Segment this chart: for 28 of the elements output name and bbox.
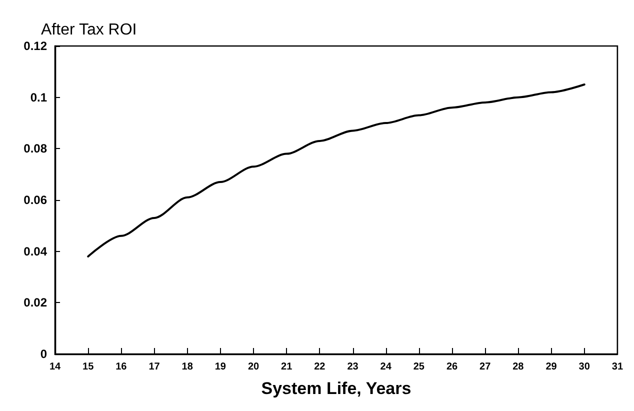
- y-tick-label: 0.04: [24, 244, 48, 258]
- y-axis-title: After Tax ROI: [41, 22, 137, 38]
- x-tick-label: 16: [116, 362, 128, 372]
- line-series: [87, 84, 586, 258]
- x-tick-label: 27: [480, 362, 492, 372]
- y-tick-label: 0.02: [24, 296, 48, 310]
- y-tick-label: 0.08: [24, 142, 48, 156]
- x-tick-label: 30: [578, 362, 590, 372]
- y-tick-label: 0: [40, 347, 48, 361]
- x-tick-label: 24: [380, 362, 392, 372]
- x-tick-label: 19: [214, 362, 226, 372]
- x-tick-label: 31: [612, 362, 624, 372]
- x-tick-label: 23: [347, 362, 359, 372]
- y-tick-label: 0.1: [30, 90, 48, 104]
- x-tick-label: 21: [281, 362, 293, 372]
- x-tick-label: 17: [148, 362, 160, 372]
- x-tick-label: 25: [413, 362, 425, 372]
- x-tick-label: 26: [446, 362, 458, 372]
- x-tick-label: 14: [49, 362, 61, 372]
- x-tick-label: 22: [314, 362, 326, 372]
- x-tick-label: 29: [546, 362, 558, 372]
- x-tick-label: 20: [248, 362, 260, 372]
- x-tick-label: 28: [512, 362, 524, 372]
- x-axis-title: System Life, Years: [261, 379, 412, 398]
- x-tick-label: 15: [82, 362, 94, 372]
- y-tick-label: 0.06: [24, 193, 48, 207]
- y-tick-label: 0.12: [24, 39, 48, 53]
- x-tick-label: 18: [182, 362, 194, 372]
